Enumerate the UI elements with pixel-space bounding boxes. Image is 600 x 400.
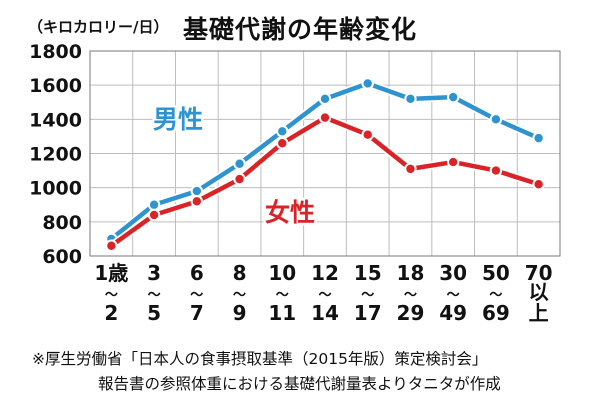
x-tick-label: 1歳: [94, 261, 128, 285]
data-point: [276, 125, 289, 138]
data-point: [147, 208, 161, 222]
plot-border: [89, 50, 561, 257]
x-tick-label: ～: [447, 288, 460, 303]
x-tick-label: 12: [311, 261, 339, 285]
data-point: [318, 92, 332, 106]
y-tick-label: 1200: [29, 144, 82, 166]
y-tick-label: 600: [42, 246, 82, 268]
x-tick-label: 14: [311, 301, 339, 325]
x-tick-label: 30: [439, 261, 467, 285]
data-point: [318, 111, 332, 124]
data-point: [489, 113, 503, 126]
x-tick-label: ～: [361, 288, 374, 303]
y-tick-label: 1400: [29, 109, 82, 131]
x-tick-label: 69: [482, 301, 510, 325]
x-tick-label: ～: [190, 288, 203, 303]
series-label: 女性: [265, 198, 315, 227]
x-tick-label: ～: [148, 288, 161, 303]
footnote-line-1: ※厚生労働省「日本人の食事摂取基準（2015年版）策定検討会」: [32, 350, 488, 368]
data-point: [489, 164, 503, 177]
x-tick-label: 5: [147, 301, 161, 325]
x-tick-label: 18: [397, 261, 425, 285]
data-point: [361, 77, 374, 90]
x-tick-label: 50: [482, 261, 510, 285]
footnote-line-2: 報告書の参照体重における基礎代謝量表よりタニタが作成: [98, 375, 501, 393]
data-point: [190, 195, 204, 208]
y-tick-label: 800: [42, 212, 82, 234]
y-tick-label: 1800: [29, 41, 82, 63]
data-point: [190, 184, 204, 198]
data-point: [532, 178, 545, 191]
x-tick-label: 上: [529, 301, 549, 325]
x-tick-label: ～: [489, 288, 502, 303]
data-point: [532, 131, 545, 145]
data-point: [233, 157, 246, 170]
x-tick-label: 11: [268, 301, 296, 325]
data-point: [404, 162, 417, 176]
data-point: [446, 155, 460, 169]
data-point: [446, 90, 460, 104]
data-point: [233, 172, 246, 186]
x-tick-label: 10: [268, 261, 296, 285]
x-tick-label: 以: [529, 280, 549, 304]
x-tick-label: 70: [525, 261, 553, 285]
data-point: [361, 128, 374, 141]
series-label: 男性: [153, 105, 203, 134]
x-tick-label: 49: [439, 301, 467, 325]
x-tick-label: 6: [190, 261, 204, 285]
chart-title: 基礎代謝の年齢変化: [182, 15, 417, 44]
y-tick-label: 1600: [29, 75, 82, 97]
x-tick-label: ～: [233, 288, 246, 303]
x-tick-label: 2: [104, 301, 118, 325]
x-tick-label: 15: [354, 261, 382, 285]
x-tick-label: 8: [233, 261, 247, 285]
x-tick-label: 29: [397, 301, 425, 325]
x-tick-label: 17: [354, 301, 382, 325]
footnote: ※厚生労働省「日本人の食事摂取基準（2015年版）策定検討会」 報告書の参照体重…: [32, 347, 501, 397]
x-tick-label: 7: [190, 301, 204, 325]
x-tick-label: ～: [105, 288, 118, 303]
x-tick-label: ～: [318, 288, 331, 303]
data-point: [105, 239, 118, 252]
data-point: [404, 92, 417, 106]
data-point: [276, 137, 289, 150]
data-point: [147, 198, 161, 211]
y-unit-label: （キロカロリー/日）: [28, 18, 169, 36]
y-tick-label: 1000: [29, 178, 82, 200]
x-tick-label: 9: [233, 301, 247, 325]
x-tick-label: 3: [147, 261, 161, 285]
x-tick-label: ～: [276, 288, 289, 303]
x-tick-label: ～: [404, 288, 417, 303]
line-chart: 600800100012001400160018001歳～23～56～78～91…: [29, 41, 561, 325]
